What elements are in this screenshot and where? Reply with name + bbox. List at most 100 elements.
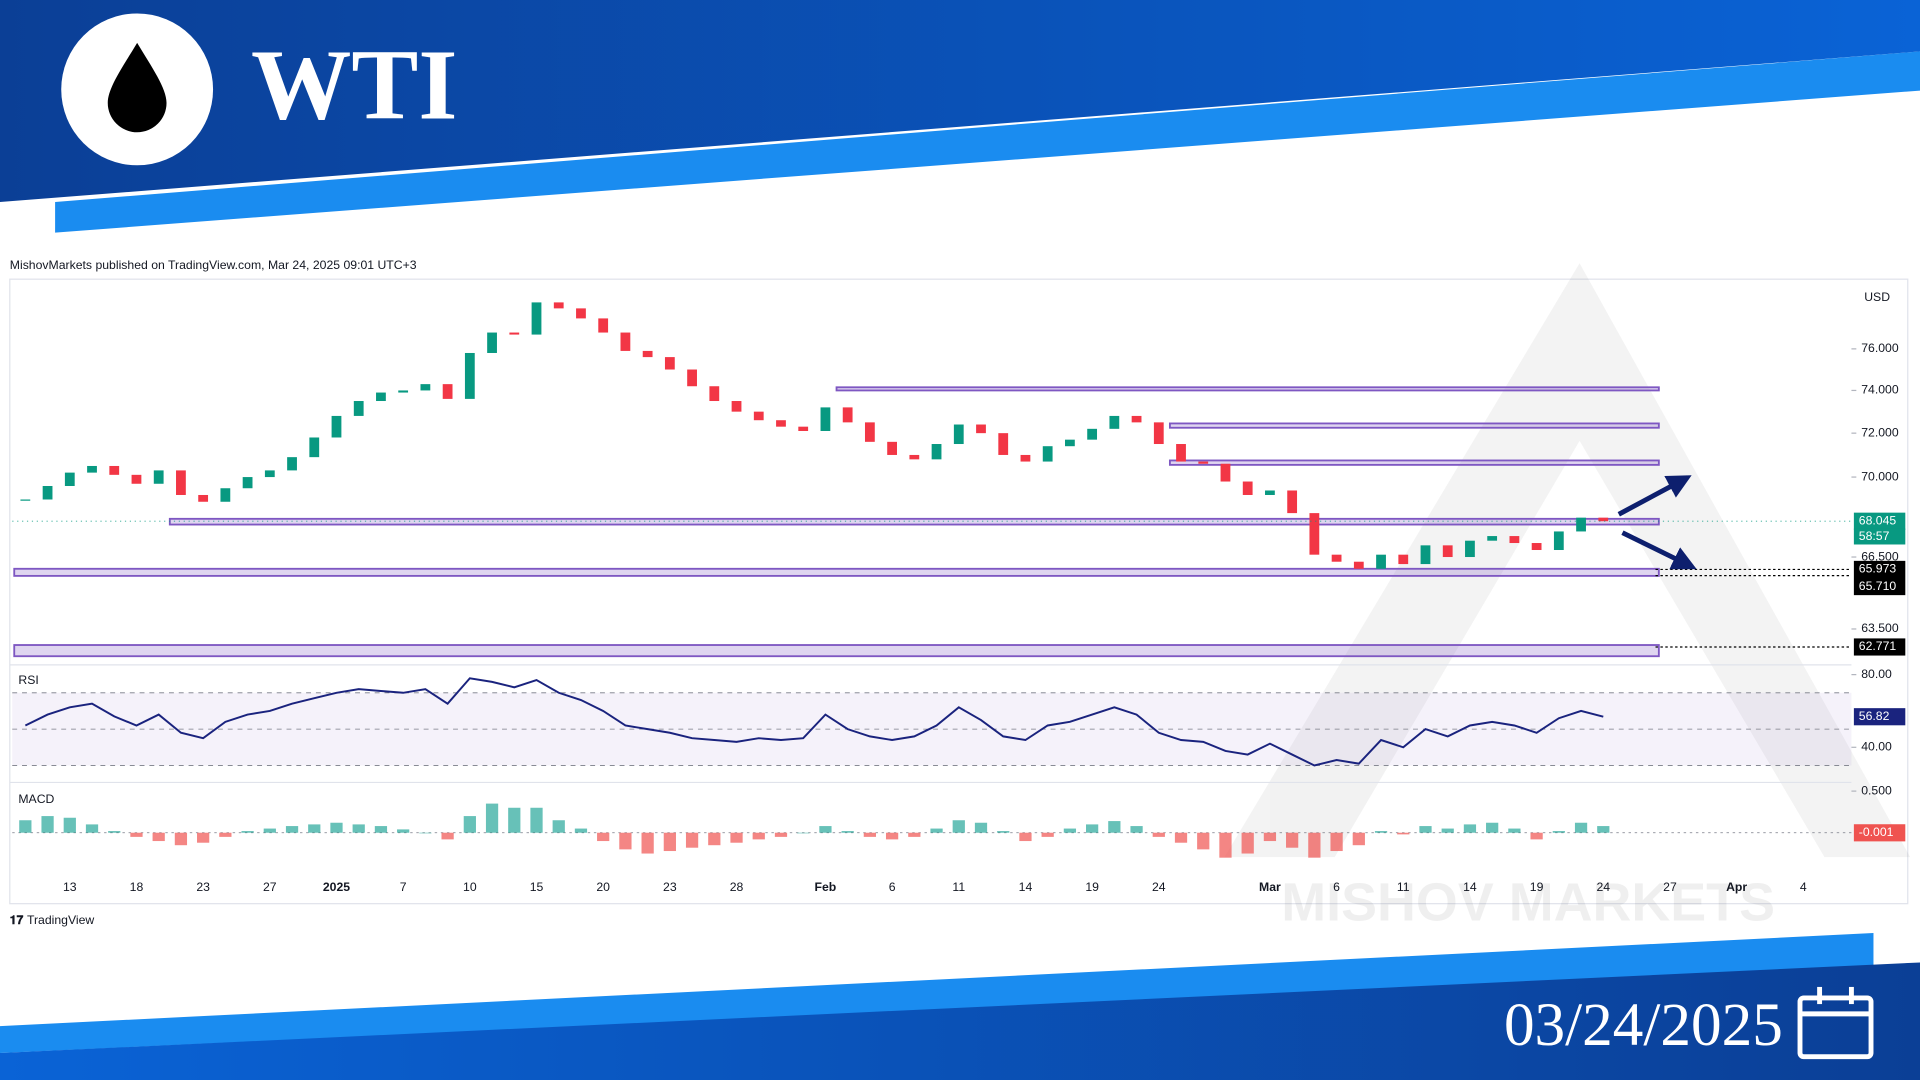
candle xyxy=(531,302,542,335)
macd-bar xyxy=(19,820,32,833)
candle xyxy=(398,390,409,393)
macd-bar xyxy=(1486,822,1499,833)
x-tick-label: 6 xyxy=(889,880,896,894)
tradingview-icon: 𝟏𝟕 xyxy=(10,913,24,927)
candle xyxy=(1042,446,1053,462)
candle xyxy=(309,437,320,458)
candle xyxy=(953,424,964,445)
candle xyxy=(1265,490,1275,495)
macd-bar xyxy=(930,828,943,833)
arrow-down xyxy=(1621,530,1697,570)
x-tick-label: 23 xyxy=(196,880,210,894)
value-tag xyxy=(1853,824,1906,842)
macd-bar xyxy=(41,816,54,833)
macd-bar xyxy=(1063,828,1077,833)
macd-bar xyxy=(330,822,343,833)
macd-bar xyxy=(374,826,388,833)
macd-bar xyxy=(397,829,410,833)
candle xyxy=(1176,444,1186,462)
candle xyxy=(1220,463,1231,482)
candle xyxy=(664,357,675,370)
watermark: MISHOV MARKETS xyxy=(1224,263,1911,932)
price-tag xyxy=(1853,638,1906,656)
candle xyxy=(976,424,986,434)
x-tick-label: Mar xyxy=(1259,880,1281,894)
macd-bar xyxy=(219,832,232,837)
macd-bar xyxy=(263,828,276,833)
macd-bar xyxy=(1197,832,1210,850)
candle xyxy=(731,401,742,412)
macd-bar xyxy=(1552,831,1565,833)
zone xyxy=(13,644,1660,658)
candle xyxy=(42,485,53,500)
candle xyxy=(20,499,31,501)
candle xyxy=(242,477,253,489)
x-tick-label: Feb xyxy=(815,880,837,894)
x-tick-label: 19 xyxy=(1085,880,1099,894)
x-tick-label: 10 xyxy=(463,880,477,894)
title: WTI xyxy=(251,30,457,141)
macd-bar xyxy=(908,832,921,837)
chart-frame xyxy=(9,278,1909,905)
candle xyxy=(1087,428,1098,440)
macd-bar xyxy=(1463,824,1477,833)
x-tick-label: 18 xyxy=(130,880,144,894)
macd-bar xyxy=(174,832,188,846)
macd-bar xyxy=(619,832,632,850)
macd-bar xyxy=(108,831,121,833)
x-tick-label: 27 xyxy=(263,880,277,894)
macd-bar xyxy=(597,832,610,842)
macd-bar xyxy=(352,824,365,833)
candle xyxy=(487,332,497,353)
oil-drop-icon xyxy=(107,42,167,133)
zone xyxy=(1168,422,1660,429)
candle xyxy=(887,441,897,455)
indicator-title: RSI xyxy=(18,673,38,687)
candle xyxy=(87,465,97,473)
price-tag-label: 65.710 xyxy=(1859,579,1897,593)
indicator-title: MACD xyxy=(18,792,54,806)
zone xyxy=(1168,459,1660,466)
candle xyxy=(1553,531,1564,551)
price-tag-label: 62.771 xyxy=(1859,639,1897,653)
macd-bar xyxy=(152,832,165,842)
x-tick-label: 15 xyxy=(530,880,544,894)
candle xyxy=(331,415,342,438)
arrow-up xyxy=(1617,475,1692,517)
candle xyxy=(842,407,853,423)
macd-bar xyxy=(1397,832,1410,835)
candle xyxy=(131,474,142,484)
candle xyxy=(64,472,75,486)
candle xyxy=(1487,536,1498,541)
macd-bar xyxy=(1419,826,1432,833)
candle xyxy=(1420,545,1431,565)
macd-bar xyxy=(1597,826,1610,833)
macd-bar xyxy=(974,822,988,833)
banner-top xyxy=(0,0,1920,203)
candle xyxy=(220,488,231,502)
candle xyxy=(620,332,631,351)
candle xyxy=(642,350,653,358)
macd-bar xyxy=(1086,824,1099,833)
value-tag xyxy=(1853,708,1906,726)
macd-bar xyxy=(552,820,565,833)
macd-bar xyxy=(441,832,454,840)
banner-strip xyxy=(55,51,1920,233)
candle xyxy=(1376,554,1386,569)
macd-bar xyxy=(685,832,699,848)
zone xyxy=(13,567,1660,577)
macd-bar xyxy=(130,832,143,837)
candle xyxy=(509,332,520,335)
price-tag xyxy=(1853,560,1906,578)
price-tag-label: 65.973 xyxy=(1859,562,1897,576)
candle xyxy=(464,352,475,399)
price-tag xyxy=(1853,577,1906,596)
value-tag-label: -0.001 xyxy=(1859,825,1894,839)
macd-bar xyxy=(1219,832,1232,858)
macd-bar xyxy=(997,831,1010,833)
date: 03/24/2025 xyxy=(1504,991,1783,1059)
candle xyxy=(1465,540,1475,558)
x-tick-label: 11 xyxy=(1397,880,1410,894)
candle xyxy=(598,318,609,333)
